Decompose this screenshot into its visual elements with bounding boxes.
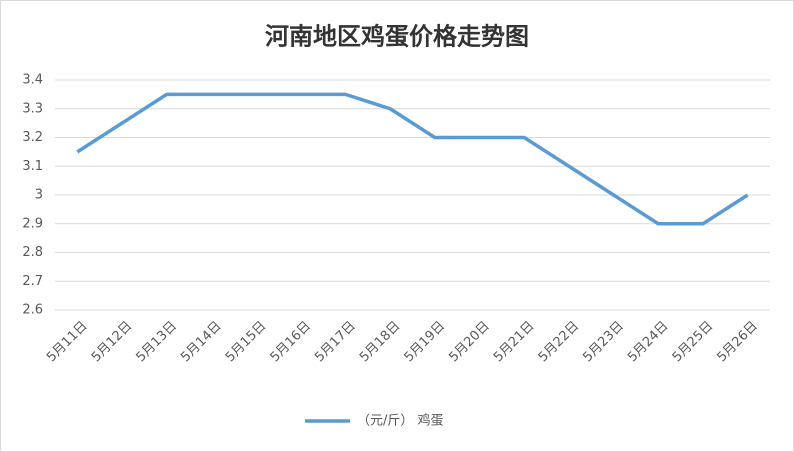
y-tick-label: 2.9 [22,216,43,231]
y-tick-label: 3 [35,188,43,203]
y-tick-label: 3.3 [22,101,43,116]
chart-title: 河南地区鸡蛋价格走势图 [265,22,529,51]
y-tick-label: 3.1 [22,159,43,174]
y-tick-label: 3.2 [22,130,43,145]
y-tick-label: 3.4 [22,73,43,88]
y-tick-label: 2.6 [22,303,43,318]
series-line [76,92,749,226]
y-tick-label: 2.7 [22,274,43,289]
y-tick-label: 2.8 [22,245,43,260]
legend-label: （元/斤） 鸡蛋 [357,413,444,429]
